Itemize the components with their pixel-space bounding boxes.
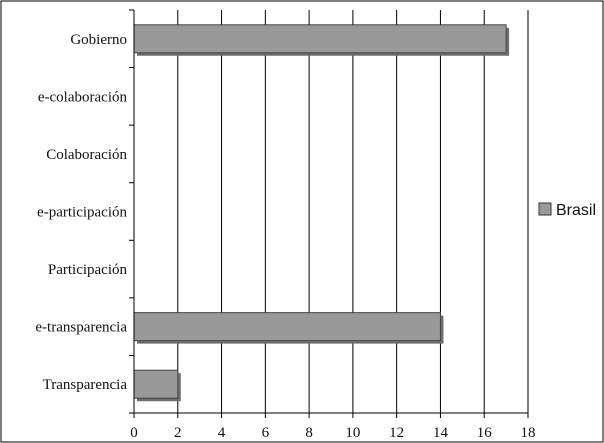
category-label: Transparencia [43,377,128,393]
x-tick-label: 8 [305,425,313,441]
x-tick-label: 16 [477,425,493,441]
bars [133,24,510,402]
category-labels: Gobierno e-colaboración Colaboración e-part… [35,32,127,393]
bar-Transparencia [133,369,179,399]
x-tick-label: 0 [130,425,138,441]
x-tick-label: 4 [218,425,226,441]
x-tick-label: 18 [521,425,536,441]
category-label: Participación [48,262,128,278]
x-tick-label: 10 [345,425,360,441]
category-label: Colaboración [46,147,127,163]
bar-e-transparencia [133,312,441,342]
category-label: Gobierno [70,32,127,48]
legend: Brasil [538,202,596,219]
legend-label: Brasil [556,202,596,219]
x-tick-label: 14 [433,425,449,441]
category-label: e-transparencia [35,320,127,336]
bar-Gobierno [133,24,507,54]
x-tick-label: 2 [174,425,182,441]
axes [129,9,529,418]
category-label: e-colaboración [38,89,128,105]
x-tick-labels: 0 2 4 6 8 10 12 14 16 18 [130,425,535,441]
gridlines [177,10,529,413]
legend-swatch [538,202,552,216]
category-label: e-participación [37,205,127,221]
x-tick-label: 6 [262,425,270,441]
x-tick-label: 12 [389,425,404,441]
